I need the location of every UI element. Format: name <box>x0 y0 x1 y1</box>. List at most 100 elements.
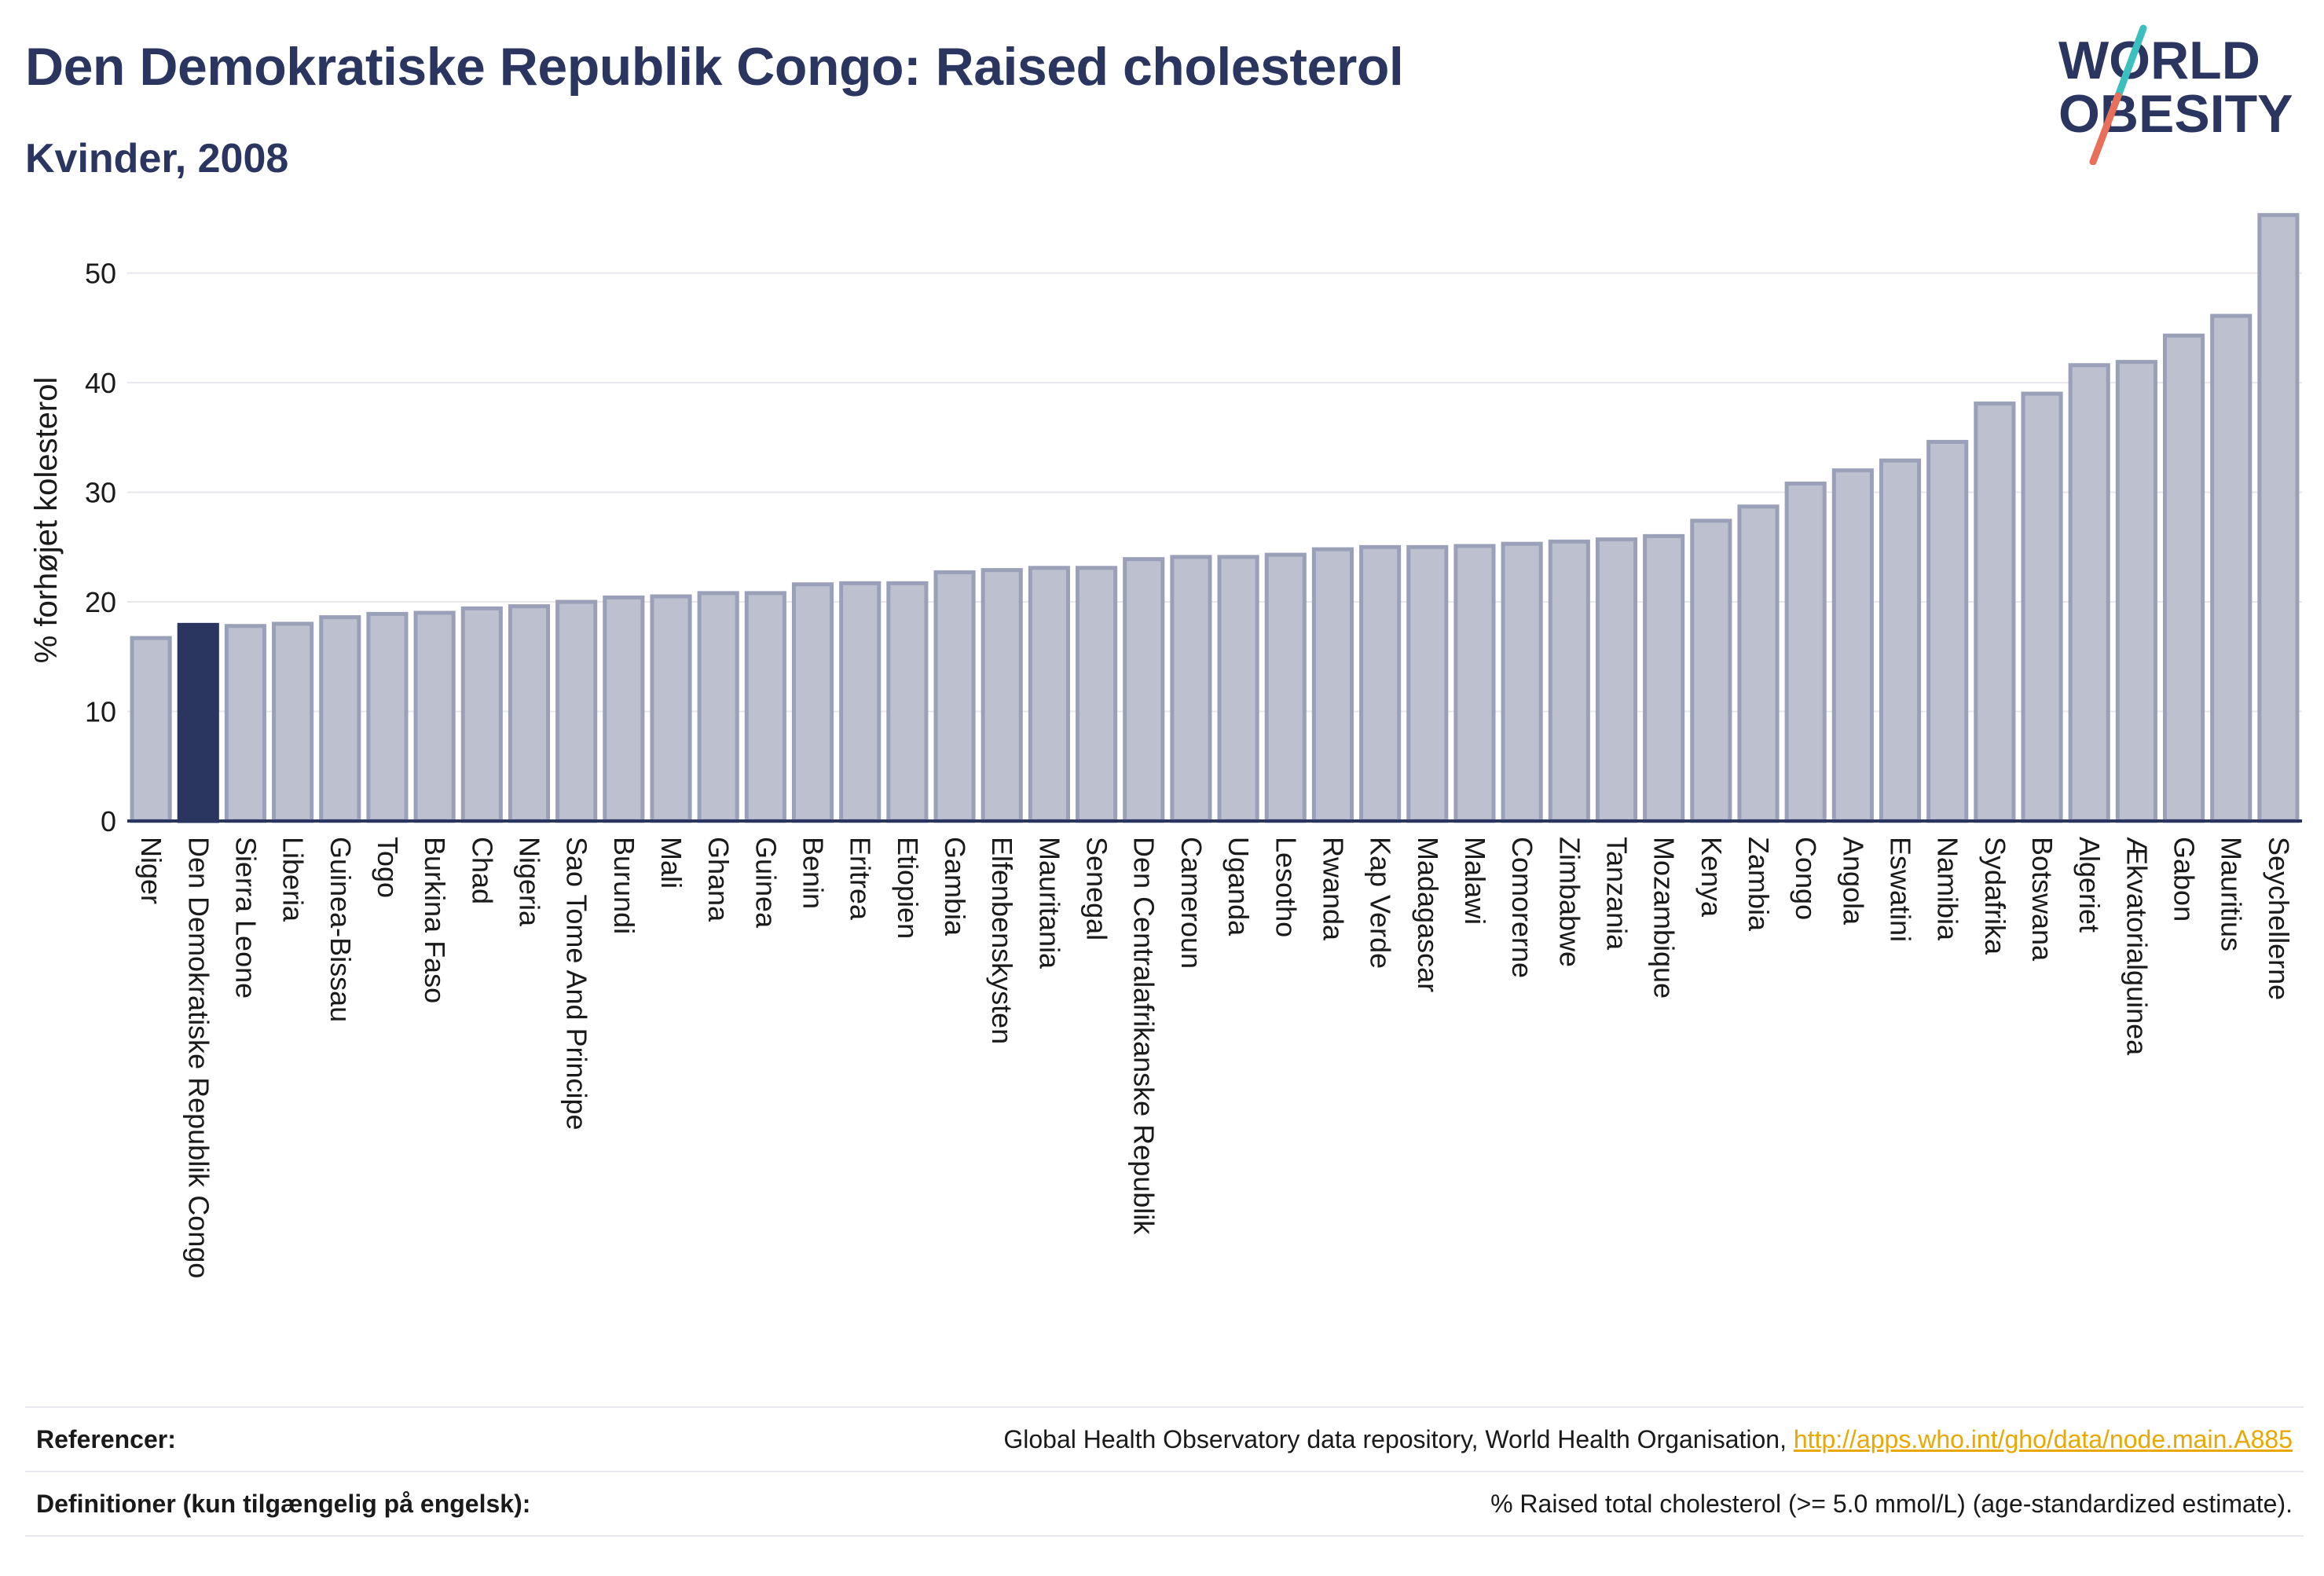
bar <box>1831 468 1874 823</box>
world-obesity-logo: WORLD OBESITY <box>2058 24 2293 165</box>
references-label: Referencer: <box>36 1424 176 1453</box>
bar <box>933 570 976 823</box>
bar <box>1406 544 1449 823</box>
bar <box>886 581 929 823</box>
logo-text-line2: OBESITY <box>2058 84 2293 144</box>
x-tick-label: Nigeria <box>513 837 545 927</box>
bar <box>1548 539 1590 823</box>
x-tick-label: Mauritius <box>2216 837 2248 951</box>
bar <box>744 591 786 823</box>
bar <box>2115 360 2157 823</box>
page-subtitle: Kvinder, 2008 <box>25 136 289 181</box>
x-tick-label: Guinea-Bissau <box>324 837 357 1022</box>
x-tick-label: Angola <box>1837 837 1869 925</box>
bar <box>2162 333 2205 823</box>
x-tick-label: Liberia <box>277 837 310 922</box>
x-tick-label: Benin <box>797 837 830 909</box>
bar <box>1217 555 1259 823</box>
bar <box>319 615 361 823</box>
bar <box>555 599 598 823</box>
x-tick-label: Lesotho <box>1270 837 1302 937</box>
bar <box>1359 544 1402 823</box>
x-tick-label: Den Centralafrikanske Republik <box>1128 837 1160 1235</box>
y-tick-label: 20 <box>85 586 116 618</box>
bars <box>130 213 2300 823</box>
x-tick-label: Seychellerne <box>2263 837 2295 1000</box>
bar <box>697 591 739 823</box>
bar <box>1075 566 1118 823</box>
x-tick-label: Gambia <box>939 837 971 936</box>
bar <box>1690 519 1732 823</box>
x-tick-labels: Niger Den Demokratiske Republik Congo Sier… <box>135 837 2295 1278</box>
x-tick-label: Mauritania <box>1033 837 1065 969</box>
x-tick-label: Eritrea <box>845 837 877 921</box>
bar-chart: 0 10 20 30 40 50 Niger Den Demokratiske Republ… <box>29 213 2302 1278</box>
bar <box>603 595 645 823</box>
bar <box>2021 391 2063 823</box>
bar <box>1123 557 1165 823</box>
bar <box>366 611 409 823</box>
bar <box>224 624 267 823</box>
logo-slash-coral <box>2089 92 2122 165</box>
bar <box>460 606 503 823</box>
x-tick-label: Niger <box>135 837 167 904</box>
bar <box>130 636 172 823</box>
y-tick-label: 50 <box>85 258 116 290</box>
bar <box>981 568 1023 823</box>
x-tick-label: Mali <box>655 837 687 889</box>
bar <box>1643 533 1685 823</box>
y-tick-label: 30 <box>85 477 116 509</box>
x-tick-label: Congo <box>1790 837 1822 920</box>
references-value: Global Health Observatory data repositor… <box>1003 1425 2304 1454</box>
bar <box>2210 313 2253 823</box>
logo-slash-teal <box>2114 24 2147 100</box>
x-tick-label: Mozambique <box>1648 837 1681 999</box>
y-tick-label: 0 <box>101 805 116 837</box>
x-tick-label: Den Demokratiske Republik Congo <box>182 837 214 1278</box>
page-title: Den Demokratiske Republik Congo: Raised … <box>25 37 1404 97</box>
bar <box>2068 363 2110 823</box>
x-tick-label: Burkina Faso <box>419 837 451 1003</box>
references-text: Global Health Observatory data repositor… <box>1003 1424 1794 1453</box>
x-tick-label: Tanzania <box>1600 837 1633 951</box>
x-tick-label: Ækvatorialguinea <box>2121 837 2153 1056</box>
bar <box>1028 566 1070 823</box>
x-tick-label: Comorerne <box>1506 837 1538 978</box>
references-row: Referencer: Global Health Observatory da… <box>25 1406 2304 1471</box>
bar <box>650 594 692 823</box>
logo-text-line1: WORLD <box>2058 31 2260 90</box>
bar <box>2257 213 2300 823</box>
bar <box>839 581 882 823</box>
x-tick-label: Guinea <box>750 837 782 929</box>
x-tick-label: Kenya <box>1695 837 1728 918</box>
x-tick-label: Togo <box>372 837 404 898</box>
x-tick-label: Gabon <box>2168 837 2201 922</box>
bar <box>1595 537 1638 823</box>
definitions-label: Definitioner (kun tilgængelig på engelsk… <box>36 1489 531 1518</box>
bar <box>1170 555 1212 823</box>
bar <box>1501 541 1543 823</box>
bar <box>1784 481 1827 823</box>
bar <box>1926 439 1969 823</box>
bar <box>1879 458 1922 823</box>
x-tick-label: Namibia <box>1932 837 1964 941</box>
y-axis-label: % forhøjet kolesterol <box>29 377 64 664</box>
references-link[interactable]: http://apps.who.int/gho/data/node.main.A… <box>1793 1424 2293 1453</box>
y-tick-label: 10 <box>85 696 116 728</box>
x-tick-label: Eswatini <box>1885 837 1917 942</box>
x-tick-label: Uganda <box>1222 837 1255 936</box>
bar <box>1453 544 1496 823</box>
x-tick-label: Burundi <box>608 837 640 934</box>
x-tick-label: Kap Verde <box>1365 837 1397 969</box>
x-tick-label: Sierra Leone <box>229 837 262 999</box>
bar <box>508 604 551 823</box>
bar <box>413 610 456 823</box>
bar <box>1311 547 1354 823</box>
bar <box>272 621 314 823</box>
x-tick-label: Sydafrika <box>1979 837 2011 955</box>
x-tick-label: Algeriet <box>2073 837 2106 933</box>
bar <box>791 582 834 823</box>
y-tick-labels: 0 10 20 30 40 50 <box>85 258 116 837</box>
bar <box>1264 552 1307 823</box>
x-tick-label: Ghana <box>702 837 735 922</box>
